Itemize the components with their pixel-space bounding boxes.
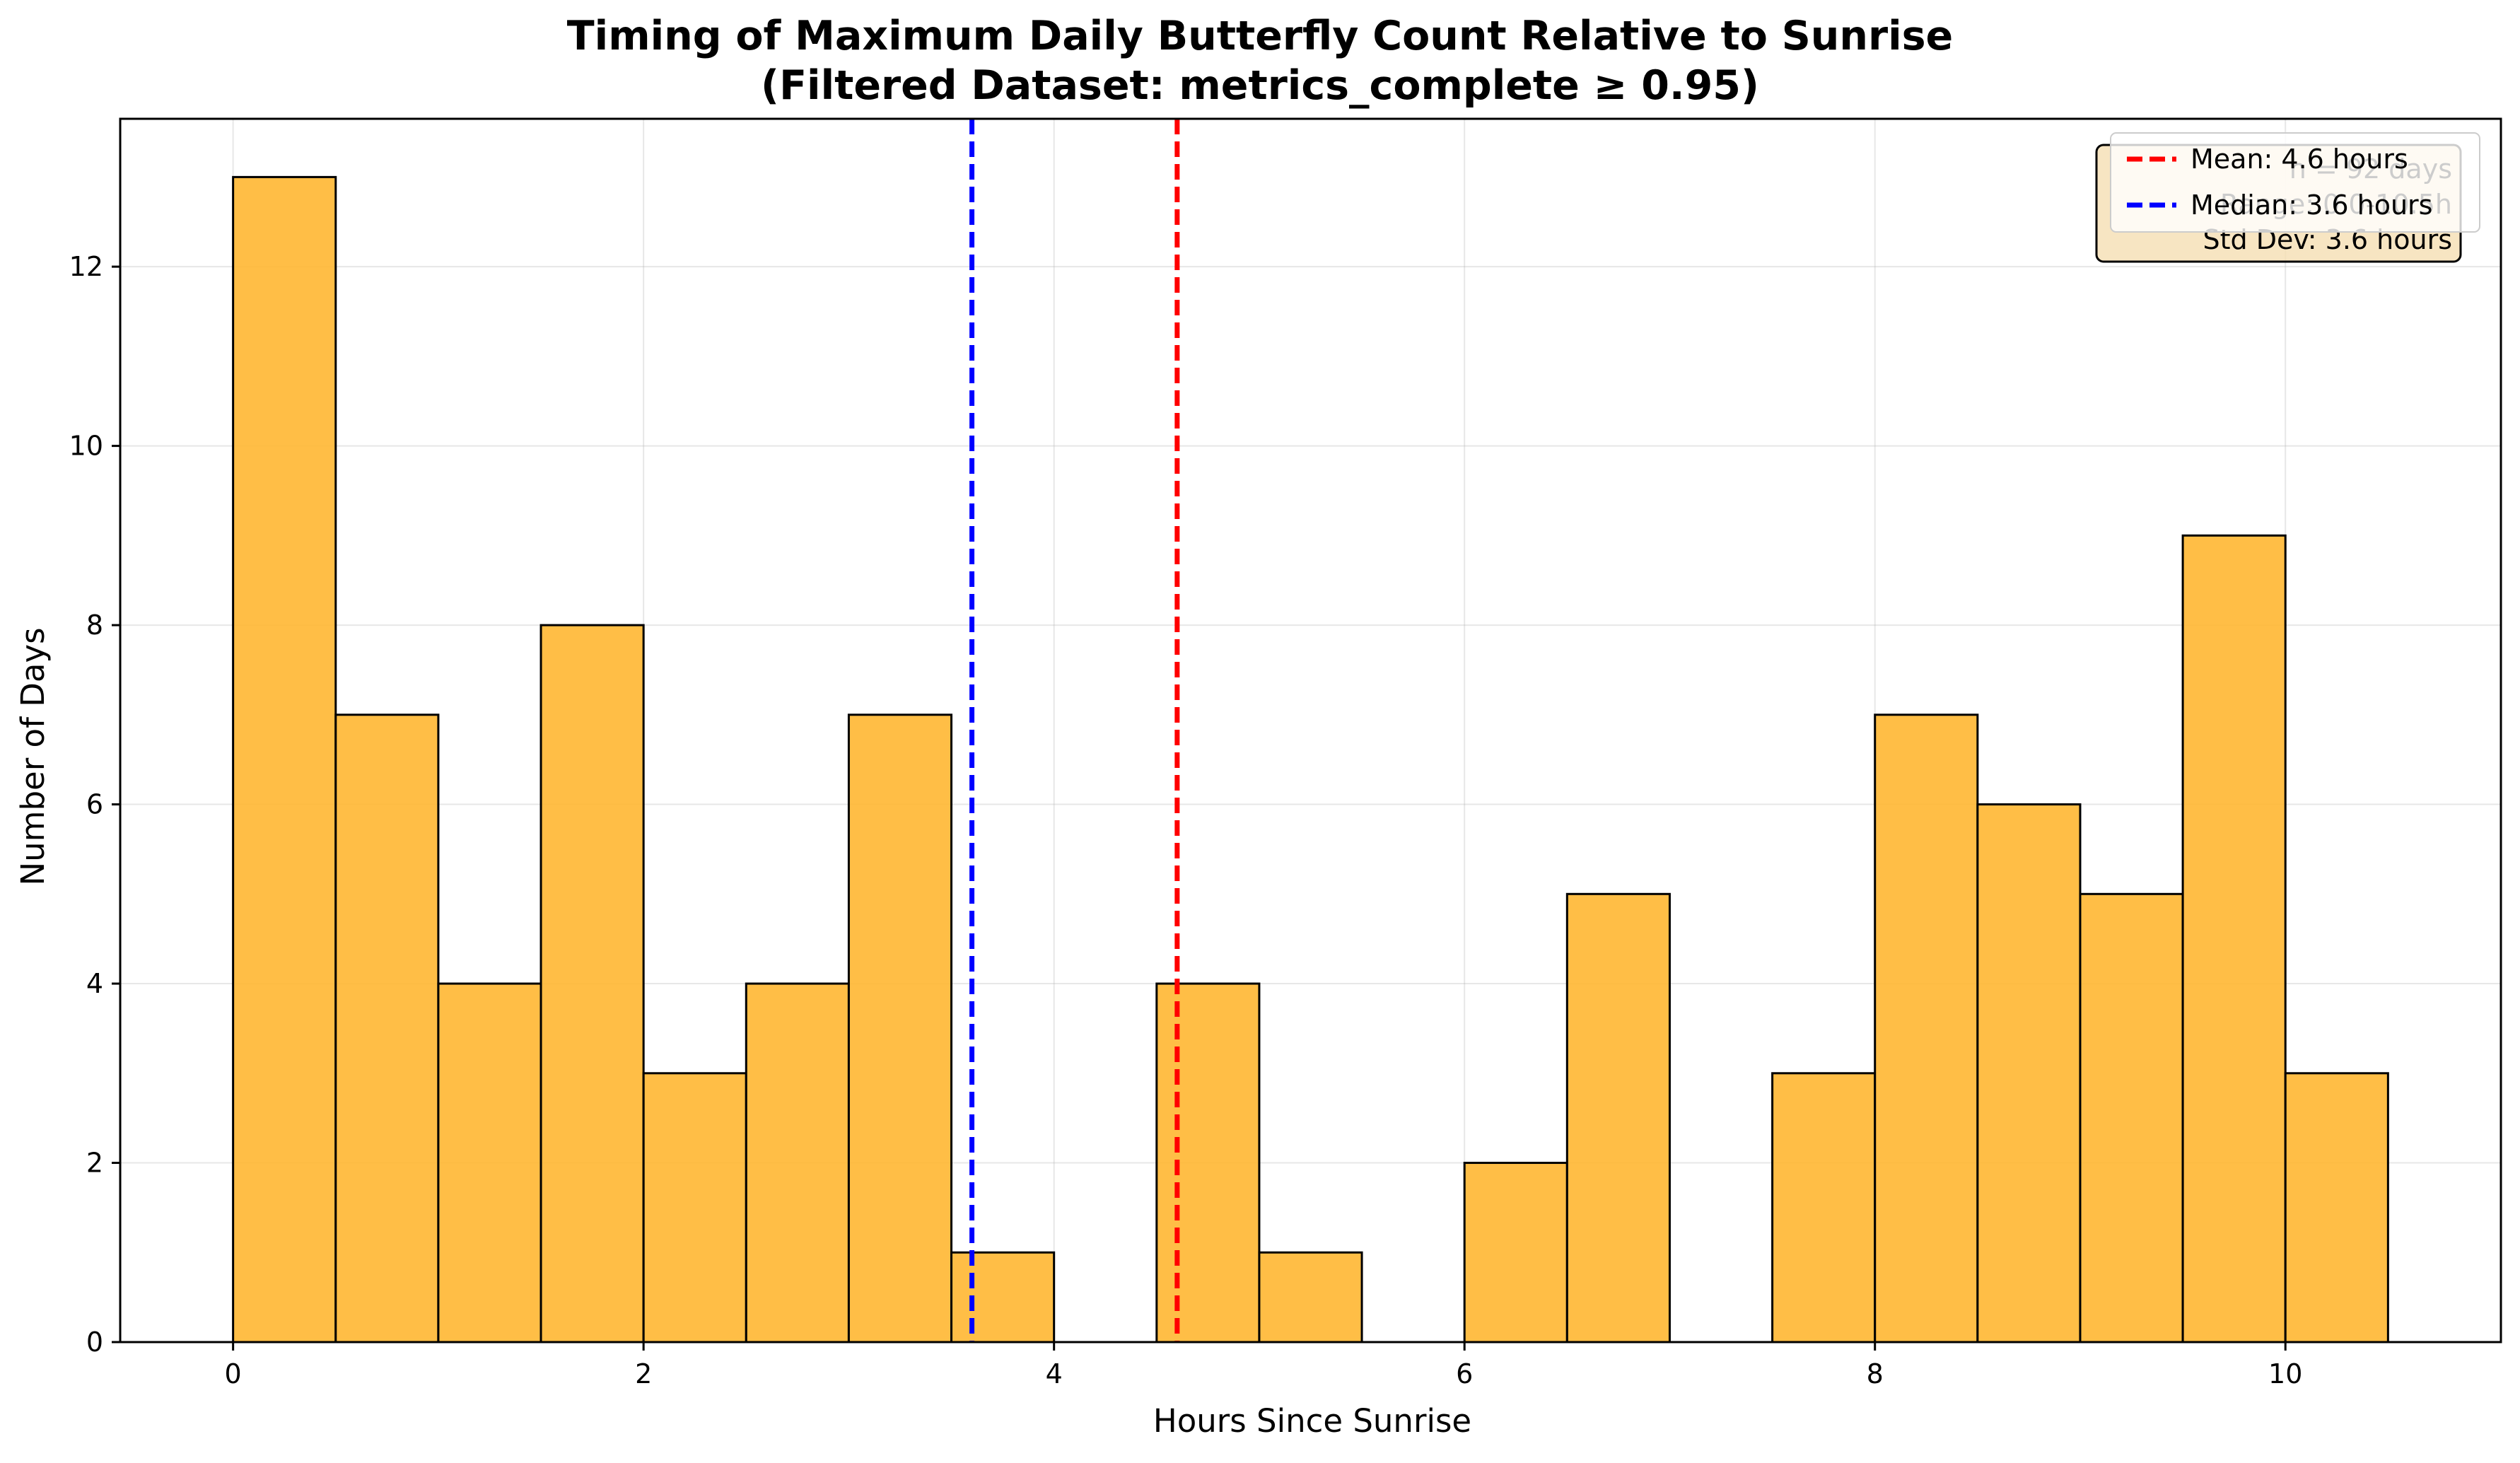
- x-tick-label: 6: [1456, 1358, 1473, 1389]
- histogram-bar: [2181, 534, 2287, 1343]
- histogram-bar: [1771, 1072, 1877, 1343]
- x-tick-label: 10: [2268, 1358, 2302, 1389]
- histogram-bar: [745, 982, 850, 1343]
- y-tick-label: 4: [86, 968, 103, 999]
- histogram-bar: [1463, 1162, 1568, 1343]
- histogram-bar: [847, 713, 953, 1343]
- x-tick-label: 4: [1046, 1358, 1063, 1389]
- histogram-bar: [437, 982, 542, 1343]
- histogram-bar: [642, 1072, 747, 1343]
- y-tick-label: 2: [86, 1148, 103, 1179]
- y-tick-label: 10: [69, 431, 103, 462]
- reference-lines: [969, 119, 1180, 1342]
- y-tick-label: 8: [86, 610, 103, 641]
- y-tick-label: 6: [86, 789, 103, 820]
- tick-labels: 0 2 4 6 8 10 0 2 4 6 8 10 12: [69, 251, 2303, 1389]
- axes: [119, 117, 2502, 1343]
- histogram-bar: [539, 624, 645, 1343]
- chart-subtitle: (Filtered Dataset: metrics_complete ≥ 0.…: [761, 62, 1759, 109]
- y-tick-label: 12: [69, 251, 103, 282]
- y-axis-label: Number of Days: [14, 627, 52, 885]
- histogram-bar: [334, 713, 440, 1343]
- histogram-bar: [950, 1251, 1056, 1343]
- histogram-bars: [232, 175, 2389, 1343]
- legend-label-median: Median: 3.6 hours: [2191, 190, 2432, 221]
- histogram-bar: [1874, 713, 1979, 1343]
- chart-title: Timing of Maximum Daily Butterfly Count …: [567, 13, 1953, 59]
- histogram-bar: [1976, 803, 2082, 1343]
- histogram-bar: [1155, 982, 1261, 1343]
- legend-frame: [2110, 132, 2480, 233]
- plot-frame: [119, 117, 2502, 1343]
- x-tick-label: 2: [635, 1358, 652, 1389]
- x-tick-label: 0: [225, 1358, 242, 1389]
- histogram-bar: [232, 175, 337, 1343]
- legend: Mean: 4.6 hours Median: 3.6 hours: [2110, 132, 2480, 233]
- histogram-bar: [1258, 1251, 1363, 1343]
- histogram-bar: [1565, 892, 1671, 1343]
- histogram-bar: [2284, 1072, 2389, 1343]
- x-tick-label: 8: [1867, 1358, 1884, 1389]
- x-axis-label: Hours Since Sunrise: [1153, 1402, 1471, 1440]
- legend-label-mean: Mean: 4.6 hours: [2191, 144, 2408, 175]
- y-tick-label: 0: [86, 1327, 103, 1358]
- histogram-bar: [2079, 892, 2184, 1343]
